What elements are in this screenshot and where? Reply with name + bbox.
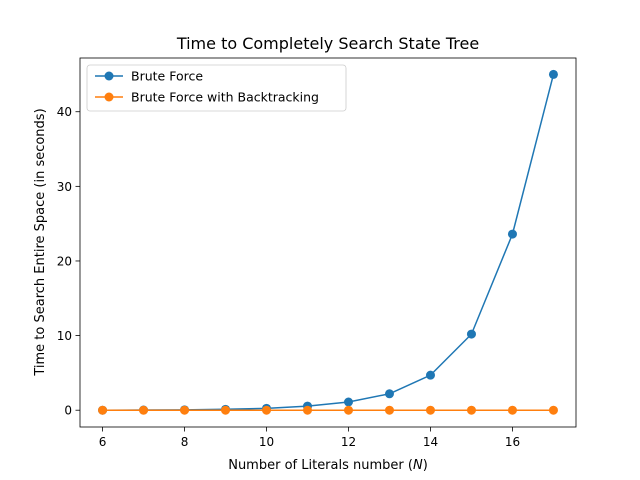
- legend-box: [86, 64, 347, 112]
- legend-swatch-marker-backtracking: [104, 92, 114, 102]
- legend-label-brute-force: Brute Force: [131, 69, 203, 84]
- data-point-brute-force: [384, 389, 394, 399]
- x-axis-ticks: 6 8 10 12 14 16: [99, 427, 520, 449]
- y-tick-label: 20: [57, 254, 72, 268]
- plot-border: [79, 57, 577, 428]
- y-axis-label: Time to Search Entire Space (in seconds): [33, 108, 48, 376]
- data-point-brute-force-with-backtracking: [180, 405, 190, 415]
- series-layer: [98, 69, 558, 415]
- plot-frame: [80, 58, 576, 427]
- x-tick-label: 16: [505, 435, 520, 449]
- data-point-brute-force-with-backtracking: [466, 405, 476, 415]
- data-point-brute-force-with-backtracking: [139, 405, 149, 415]
- y-tick-label: 0: [64, 404, 72, 418]
- data-point-brute-force: [548, 69, 558, 79]
- chart-title: Time to Completely Search State Tree: [176, 34, 479, 53]
- x-axis-label-suffix: ): [423, 458, 428, 473]
- data-point-brute-force: [425, 370, 435, 380]
- y-tick-label: 10: [57, 329, 72, 343]
- x-tick-label: 10: [259, 435, 274, 449]
- data-point-brute-force-with-backtracking: [425, 405, 435, 415]
- y-tick-label: 40: [57, 105, 72, 119]
- data-point-brute-force-with-backtracking: [507, 405, 517, 415]
- data-point-brute-force-with-backtracking: [221, 405, 231, 415]
- x-axis-label-variable: N: [413, 458, 423, 473]
- data-point-brute-force-with-backtracking: [384, 405, 394, 415]
- plot-area: [79, 57, 577, 428]
- x-tick-label: 14: [423, 435, 438, 449]
- y-axis-ticks: 0 10 20 30 40: [57, 105, 80, 418]
- data-point-brute-force-with-backtracking: [98, 405, 108, 415]
- legend-label-backtracking: Brute Force with Backtracking: [131, 90, 319, 105]
- x-axis-label: Number of Literals number (N): [228, 458, 428, 473]
- y-tick-label: 30: [57, 180, 72, 194]
- legend-swatch-marker-brute-force: [104, 71, 114, 81]
- data-point-brute-force-with-backtracking: [548, 405, 558, 415]
- x-tick-label: 8: [181, 435, 189, 449]
- data-point-brute-force-with-backtracking: [303, 405, 313, 415]
- x-axis-label-prefix: Number of Literals number (: [228, 458, 413, 473]
- x-tick-label: 6: [99, 435, 107, 449]
- legend: Brute Force Brute Force with Backtrackin…: [86, 64, 347, 112]
- data-point-brute-force-with-backtracking: [343, 405, 353, 415]
- data-point-brute-force: [343, 397, 353, 407]
- data-point-brute-force-with-backtracking: [262, 405, 272, 415]
- x-tick-label: 12: [341, 435, 356, 449]
- data-point-brute-force: [507, 229, 517, 239]
- data-point-brute-force: [466, 329, 476, 339]
